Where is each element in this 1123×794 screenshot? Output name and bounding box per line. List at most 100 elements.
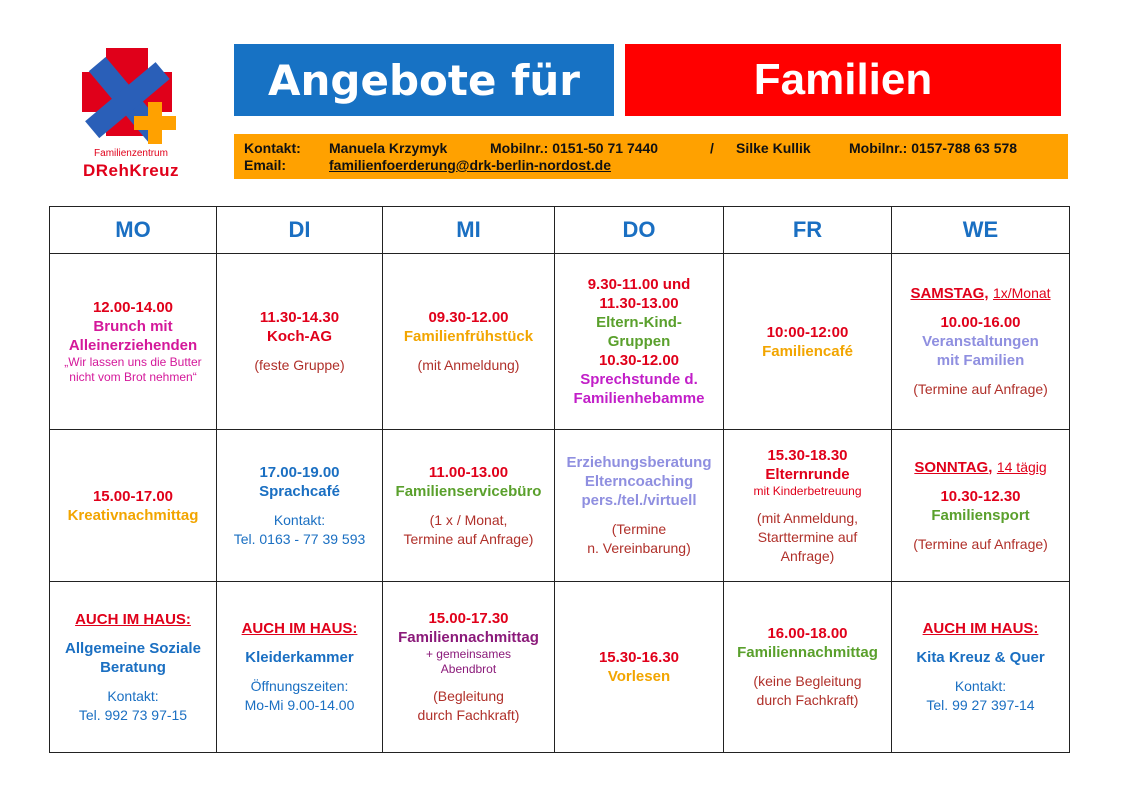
day-header-do: DO xyxy=(554,206,724,254)
event-day: SONNTAG, 14 tägig xyxy=(914,458,1047,476)
email-label: Email: xyxy=(244,157,287,173)
event-title: Familiennachmittag xyxy=(737,644,878,661)
cell-di-2: 17.00-19.00 Sprachcafé Kontakt: Tel. 016… xyxy=(216,429,383,582)
event-title: Kleiderkammer xyxy=(245,649,354,666)
logo-subtitle: Familienzentrum xyxy=(94,148,168,159)
day-header-mi: MI xyxy=(382,206,555,254)
title-banner-right: Familien xyxy=(625,44,1061,116)
contact-person-1: Manuela Krzymyk xyxy=(329,140,448,156)
event-note: (Termine auf Anfrage) xyxy=(913,535,1048,552)
schedule-table: MO DI MI DO FR WE 12.00-14.00 Brunch mit… xyxy=(49,206,1070,753)
event-title: Beratung xyxy=(100,658,166,676)
day-header-mo: MO xyxy=(49,206,217,254)
event-day: SAMSTAG, 1x/Monat xyxy=(910,285,1051,302)
event-time: 12.00-14.00 xyxy=(92,299,174,316)
event-subtitle: Abendbrot xyxy=(440,662,497,676)
cell-fr-3: 16.00-18.00 Familiennachmittag (keine Be… xyxy=(723,581,892,753)
event-note: Öffnungszeiten: xyxy=(250,678,349,694)
event-title: Kreativnachmittag xyxy=(67,506,199,524)
event-title: Vorlesen xyxy=(607,668,671,685)
event-heading: AUCH IM HAUS: xyxy=(241,620,358,637)
event-time: 15.00-17.30 xyxy=(428,610,509,627)
cell-do-2: Erziehungsberatung Elterncoaching pers./… xyxy=(554,429,724,582)
event-title: Koch-AG xyxy=(267,328,332,345)
event-note: durch Fachkraft) xyxy=(756,692,859,708)
event-time: 17.00-19.00 xyxy=(259,463,340,481)
email-link[interactable]: familienfoerderung@drk-berlin-nordost.de xyxy=(329,157,612,173)
cell-fr-2: 15.30-18.30 Elternrunde mit Kinderbetreu… xyxy=(723,429,892,582)
event-time: 11.30-13.00 xyxy=(599,295,679,312)
event-time: 10.30-12.30 xyxy=(940,487,1021,505)
event-note: Tel. 0163 - 77 39 593 xyxy=(233,530,366,547)
event-time: 09.30-12.00 xyxy=(428,309,509,326)
event-title: pers./tel./virtuell xyxy=(581,492,697,509)
event-title: Sprachcafé xyxy=(259,482,340,500)
event-note: (Termine auf Anfrage) xyxy=(913,381,1048,397)
event-note: Starttermine auf xyxy=(757,528,858,545)
event-title: mit Familien xyxy=(936,352,1025,369)
contact-person-2: Silke Kullik xyxy=(736,140,811,156)
event-title: Gruppen xyxy=(607,333,671,350)
event-heading: AUCH IM HAUS: xyxy=(75,610,191,628)
event-title: Familienfrühstück xyxy=(403,328,534,345)
cell-mo-1: 12.00-14.00 Brunch mit Alleinerziehenden… xyxy=(49,253,217,430)
event-time: 15.30-18.30 xyxy=(767,446,848,464)
event-time: 10:00-12:00 xyxy=(766,323,849,341)
event-note: Kontakt: xyxy=(273,511,326,528)
event-note: Mo-Mi 9.00-14.00 xyxy=(244,697,355,713)
event-title: Familiensport xyxy=(931,506,1030,524)
event-title: Familienhebamme xyxy=(573,390,705,407)
day-header-we: WE xyxy=(891,206,1070,254)
event-title: Familienservicebüro xyxy=(395,482,542,500)
title-banner-left: Angebote für xyxy=(234,44,614,116)
event-time: 9.30-11.00 und xyxy=(587,276,691,293)
event-title: Kita Kreuz & Quer xyxy=(916,649,1045,666)
event-time: 10.00-16.00 xyxy=(940,314,1021,331)
event-time: 15.00-17.00 xyxy=(92,487,174,505)
event-time: 11.00-13.00 xyxy=(428,463,509,481)
event-title: Familiencafé xyxy=(762,342,853,360)
day-header-fr: FR xyxy=(723,206,892,254)
event-title: Veranstaltungen xyxy=(922,333,1039,350)
event-note: (mit Anmeldung) xyxy=(417,357,520,373)
schedule-row-3: AUCH IM HAUS: Allgemeine Soziale Beratun… xyxy=(49,581,1070,753)
cell-mi-2: 11.00-13.00 Familienservicebüro (1 x / M… xyxy=(382,429,555,582)
event-note: (mit Anmeldung, xyxy=(756,509,859,526)
event-time: 10.30-12.00 xyxy=(598,352,680,369)
cross-logo-icon xyxy=(82,48,176,144)
contact-mobile-2: Mobilnr.: 0157-788 63 578 xyxy=(849,140,1018,156)
cell-di-1: 11.30-14.30 Koch-AG (feste Gruppe) xyxy=(216,253,383,430)
event-note: Termine auf Anfrage) xyxy=(403,530,534,547)
cell-we-3: AUCH IM HAUS: Kita Kreuz & Quer Kontakt:… xyxy=(891,581,1070,753)
event-note: (Termine xyxy=(611,521,667,537)
event-title: Erziehungsberatung xyxy=(566,454,712,471)
event-title: Familiennachmittag xyxy=(398,629,539,646)
logo-name: DRehKreuz xyxy=(82,161,180,180)
event-note: Kontakt: xyxy=(954,678,1007,694)
cell-mo-3: AUCH IM HAUS: Allgemeine Soziale Beratun… xyxy=(49,581,217,753)
cell-mi-3: 15.00-17.30 Familiennachmittag + gemeins… xyxy=(382,581,555,753)
event-title: Alleinerziehenden xyxy=(68,337,198,354)
event-note: (keine Begleitung xyxy=(753,673,862,689)
event-title: Allgemeine Soziale xyxy=(65,639,201,657)
cell-do-1: 9.30-11.00 und 11.30-13.00 Eltern-Kind- … xyxy=(554,253,724,430)
cell-mi-1: 09.30-12.00 Familienfrühstück (mit Anmel… xyxy=(382,253,555,430)
event-subtitle: + gemeinsames xyxy=(425,647,512,661)
cell-we-1: SAMSTAG, 1x/Monat 10.00-16.00 Veranstalt… xyxy=(891,253,1070,430)
event-heading: AUCH IM HAUS: xyxy=(922,620,1039,637)
contact-bar: Kontakt: Manuela Krzymyk Mobilnr.: 0151-… xyxy=(234,134,1068,179)
event-title: Sprechstunde d. xyxy=(580,371,698,388)
day-header-row: MO DI MI DO FR WE xyxy=(49,206,1070,254)
contact-mobile-1: Mobilnr.: 0151-50 71 7440 xyxy=(490,140,659,156)
event-title: Eltern-Kind- xyxy=(596,314,682,331)
schedule-row-1: 12.00-14.00 Brunch mit Alleinerziehenden… xyxy=(49,253,1070,430)
event-title: Elterncoaching xyxy=(584,473,694,490)
contact-label: Kontakt: xyxy=(244,140,301,156)
event-note: Kontakt: xyxy=(107,687,159,704)
schedule-row-2: 15.00-17.00 Kreativnachmittag 17.00-19.0… xyxy=(49,429,1070,582)
event-note: (feste Gruppe) xyxy=(254,357,345,373)
event-time: 11.30-14.30 xyxy=(259,309,340,326)
event-note: (Begleitung xyxy=(433,688,504,704)
cell-di-3: AUCH IM HAUS: Kleiderkammer Öffnungszeit… xyxy=(216,581,383,753)
contact-separator: / xyxy=(710,140,714,156)
